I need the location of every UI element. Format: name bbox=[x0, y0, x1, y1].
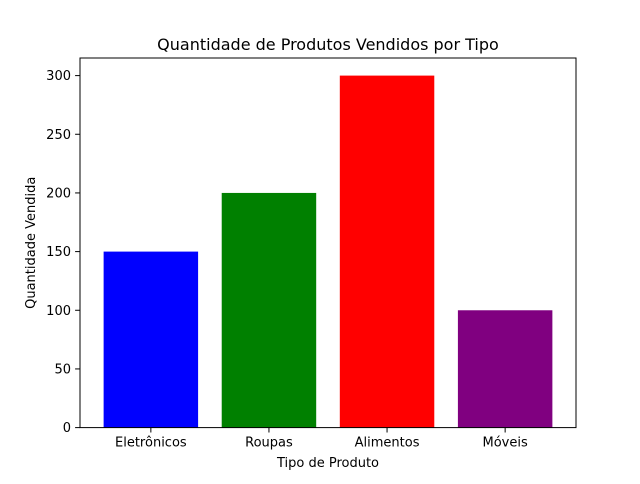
y-tick-label-4: 200 bbox=[46, 186, 71, 201]
y-tick-label-3: 150 bbox=[46, 245, 71, 260]
y-tick-label-6: 300 bbox=[46, 69, 71, 84]
x-axis-ticks: Eletrônicos Roupas Alimentos Móveis bbox=[115, 427, 528, 451]
bars-group bbox=[103, 75, 553, 428]
y-tick-label-1: 50 bbox=[54, 362, 71, 377]
bar-0 bbox=[103, 251, 199, 428]
x-axis-label: Tipo de Produto bbox=[276, 456, 379, 471]
bar-2 bbox=[339, 75, 435, 428]
x-tick-label-1: Roupas bbox=[245, 436, 293, 451]
y-axis-ticks: 0 50 100 150 200 250 300 bbox=[46, 69, 80, 436]
y-tick-label-2: 100 bbox=[46, 304, 71, 319]
y-tick-label-5: 250 bbox=[46, 128, 71, 143]
bar-1 bbox=[221, 192, 317, 428]
plot-frame bbox=[79, 57, 577, 429]
x-tick-label-2: Alimentos bbox=[355, 436, 420, 451]
x-tick-label-3: Móveis bbox=[483, 436, 528, 451]
bar-3 bbox=[457, 310, 553, 428]
y-axis-label: Quantidade Vendida bbox=[24, 177, 39, 309]
y-tick-label-0: 0 bbox=[63, 421, 71, 436]
chart-title: Quantidade de Produtos Vendidos por Tipo bbox=[157, 35, 499, 54]
x-tick-label-0: Eletrônicos bbox=[115, 436, 187, 451]
